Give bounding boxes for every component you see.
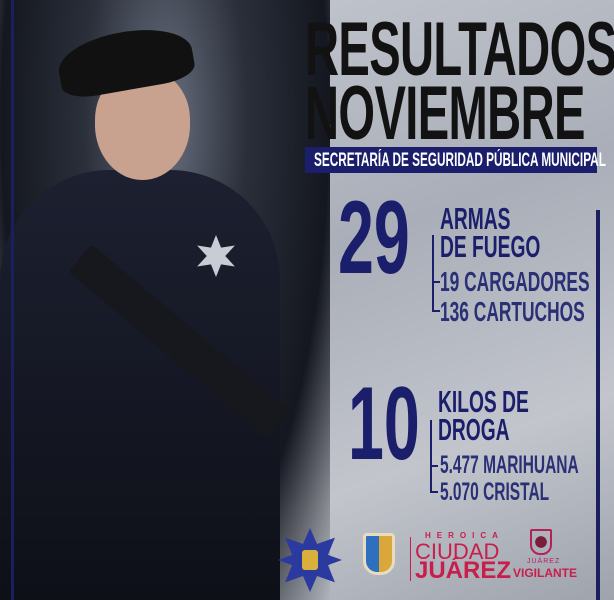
drugs-bracket [430, 420, 432, 492]
police-star-logo [278, 528, 342, 592]
weapons-label-1: ARMAS [440, 201, 511, 236]
title-line-2: NOVIEMBRE [305, 71, 585, 156]
drugs-label-2: DROGA [438, 412, 510, 447]
police-officer-photo [0, 0, 330, 600]
city-logo-line1: CIUDAD [415, 539, 500, 564]
left-divider [11, 0, 14, 600]
weapons-count: 29 [338, 180, 410, 296]
vigilante-icon [530, 529, 552, 555]
weapons-label-2: DE FUEGO [440, 229, 541, 264]
banner-text: SECRETARÍA DE SEGURIDAD PÚBLICA MUNICIPA… [314, 150, 606, 171]
bracket-tick [432, 310, 440, 312]
bracket-tick [432, 281, 440, 283]
weapons-bracket [432, 235, 434, 311]
drugs-item-marijuana: 5.477 MARIHUANA [440, 451, 579, 479]
city-logo-small: HEROICA [425, 531, 504, 540]
title-line-1: RESULTADOS [305, 7, 614, 92]
logo-bar: HEROICA CIUDAD JUÁREZ JUÁREZ VIGILANTE [275, 525, 595, 592]
right-divider [596, 210, 600, 600]
logo-separator [410, 537, 411, 581]
department-banner: SECRETARÍA DE SEGURIDAD PÚBLICA MUNICIPA… [305, 147, 606, 173]
weapons-item-magazines: 19 CARGADORES [440, 266, 590, 297]
drugs-item-crystal: 5.070 CRISTAL [440, 478, 550, 506]
vigilante-small: JUÁREZ [527, 558, 561, 565]
weapons-item-cartridges: 136 CARTUCHOS [440, 296, 585, 327]
drugs-label-1: KILOS DE [438, 384, 529, 419]
vigilante-logo-text: VIGILANTE [513, 566, 578, 580]
drugs-count: 10 [348, 366, 420, 482]
bracket-tick [430, 465, 438, 467]
city-logo-line2: JUÁREZ [415, 557, 512, 584]
coat-of-arms-logo [363, 533, 395, 575]
bracket-tick [430, 491, 438, 493]
